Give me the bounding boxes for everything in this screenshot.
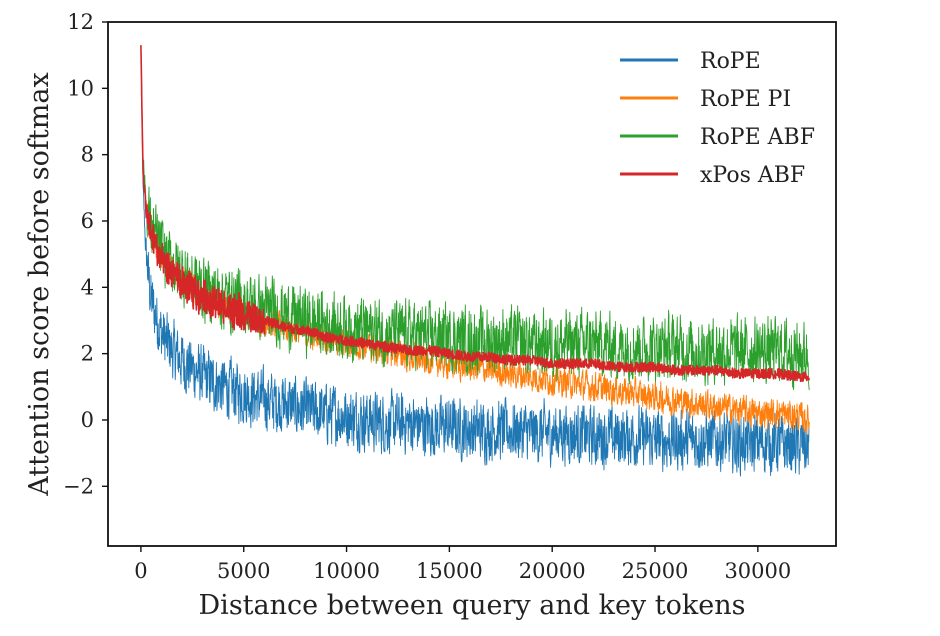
- series-line-xpos-abf: [140, 45, 811, 383]
- y-tick-label: −2: [63, 474, 94, 498]
- x-tick-label: 20000: [519, 559, 586, 583]
- legend-label-rope: RoPE: [700, 49, 761, 74]
- x-tick-label: 5000: [217, 559, 270, 583]
- y-tick-label: 8: [81, 143, 94, 167]
- x-axis-ticks: 0 5000 10000 15000 20000 25000 30000: [134, 546, 791, 583]
- x-tick-label: 30000: [724, 559, 791, 583]
- y-tick-label: 0: [81, 408, 94, 432]
- x-axis-title: Distance between query and key tokens: [199, 590, 746, 621]
- y-tick-label: 2: [81, 342, 94, 366]
- series-line-rope: [140, 45, 810, 477]
- series-lines: [140, 45, 811, 477]
- x-tick-label: 10000: [313, 559, 380, 583]
- x-tick-label: 15000: [416, 559, 483, 583]
- legend-label-xpos-abf: xPos ABF: [700, 163, 805, 188]
- y-tick-label: 10: [67, 76, 94, 100]
- y-axis-ticks: −2 0 2 4 6 8 10 12: [63, 10, 108, 498]
- x-tick-label: 0: [134, 559, 147, 583]
- legend-label-rope-abf: RoPE ABF: [700, 125, 815, 150]
- y-tick-label: 6: [81, 209, 94, 233]
- x-tick-label: 25000: [622, 559, 689, 583]
- y-axis-title: Attention score before softmax: [24, 72, 55, 496]
- legend: RoPE RoPE PI RoPE ABF xPos ABF: [620, 49, 815, 188]
- plot-frame: [107, 21, 837, 547]
- series-line-rope-abf: [140, 45, 810, 391]
- legend-label-rope-pi: RoPE PI: [700, 87, 791, 112]
- y-tick-label: 4: [81, 275, 94, 299]
- y-tick-label: 12: [67, 10, 94, 34]
